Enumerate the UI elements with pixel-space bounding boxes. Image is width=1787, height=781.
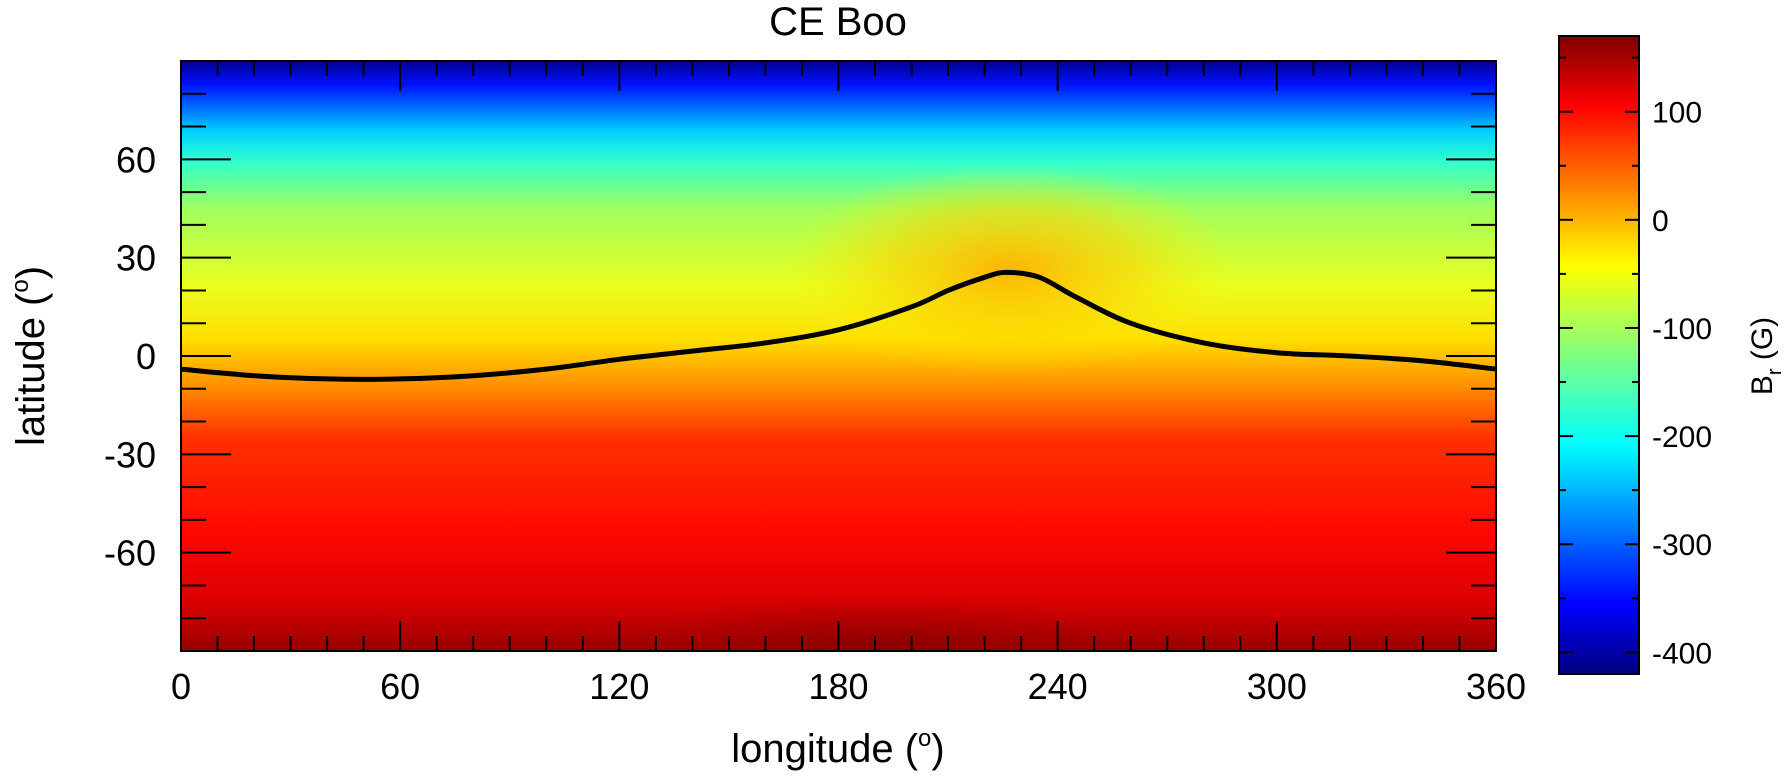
x-axis-label: longitude (o) — [731, 725, 944, 771]
x-tick-label: 120 — [589, 666, 649, 707]
y-tick-label: 30 — [116, 238, 156, 279]
colorbar-frame — [1558, 35, 1640, 675]
colorbar-tick-label: -300 — [1652, 529, 1712, 562]
x-tick-label: 360 — [1466, 666, 1526, 707]
colorbar-tick-label: 0 — [1652, 205, 1669, 238]
colorbar-tick-label: -200 — [1652, 421, 1712, 454]
x-tick-labels: 0 60 120 180 240 300 360 — [171, 666, 1526, 707]
colorbar-tick-labels: 100 0 -100 -200 -300 -400 — [1652, 97, 1712, 671]
x-tick-label: 0 — [171, 666, 191, 707]
colorbar-tick-label: -400 — [1652, 637, 1712, 670]
colorbar-ticks — [1559, 56, 1639, 654]
x-tick-label: 60 — [380, 666, 420, 707]
colorbar-tick-label: 100 — [1652, 97, 1702, 130]
y-tick-label: -60 — [104, 533, 156, 574]
plot-ticks — [180, 61, 1497, 651]
plot-frame — [180, 60, 1497, 652]
heatmap-field — [181, 61, 1496, 651]
x-tick-label: 180 — [808, 666, 868, 707]
colorbar-tick-label: -100 — [1652, 313, 1712, 346]
neutral-line — [181, 269, 1496, 382]
x-tick-label: 300 — [1247, 666, 1307, 707]
x-tick-label: 240 — [1028, 666, 1088, 707]
y-tick-label: 60 — [116, 139, 156, 180]
y-tick-label: 0 — [136, 336, 156, 377]
y-tick-label: -30 — [104, 434, 156, 475]
heatmap-background — [181, 61, 1496, 651]
chart-title: CE Boo — [769, 0, 907, 44]
heatmap-dark-region — [620, 593, 1140, 651]
y-axis-label: latitude (o) — [7, 266, 53, 446]
colorbar — [1559, 36, 1639, 674]
y-tick-labels: 60 30 0 -30 -60 — [104, 139, 156, 573]
colorbar-label: Br (G) — [1746, 317, 1786, 395]
